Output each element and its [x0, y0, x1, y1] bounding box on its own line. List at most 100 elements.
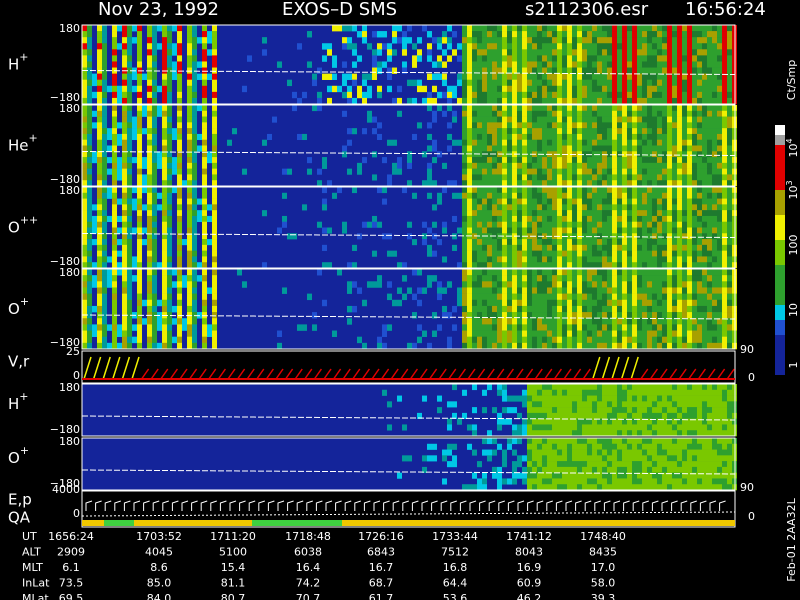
spectrogram-cell	[337, 25, 342, 32]
spectrogram-cell	[482, 25, 487, 32]
spectrogram-cell	[487, 269, 492, 276]
spectrogram-cell	[722, 256, 727, 263]
spectrogram-cell	[602, 67, 607, 74]
spectrogram-cell	[682, 336, 687, 344]
spectrogram-cell	[567, 269, 572, 276]
spectrogram-cell	[642, 105, 647, 112]
spectrogram-cell	[692, 305, 697, 313]
spectrogram-cell	[472, 472, 477, 479]
spectrogram-cell	[642, 215, 647, 223]
spectrogram-cell	[692, 91, 697, 99]
spectrogram-cell	[97, 25, 102, 32]
spectrogram-cell	[632, 250, 637, 257]
spectrogram-cell	[652, 262, 657, 269]
spectrogram-cell	[387, 180, 392, 187]
spectrogram-cell	[687, 180, 692, 187]
spectrogram-cell	[592, 293, 597, 301]
spectrogram-cell	[577, 330, 582, 337]
spectrogram-cell	[582, 227, 587, 234]
spectrogram-cell	[332, 55, 337, 62]
spectrogram-cell	[542, 55, 547, 62]
spectrogram-cell	[707, 168, 712, 175]
spectrogram-cell	[592, 79, 597, 87]
spectrogram-cell	[572, 37, 577, 44]
spectrogram-cell	[117, 157, 122, 164]
spectrogram-cell	[102, 79, 107, 87]
spectrogram-cell	[567, 73, 572, 80]
spectrogram-cell	[577, 312, 582, 319]
spectrogram-cell	[297, 97, 302, 105]
spectrogram-cell	[497, 293, 502, 301]
spectrogram-cell	[407, 180, 412, 187]
spectrogram-cell	[682, 418, 687, 425]
spectrogram-cell	[677, 116, 682, 123]
spectrogram-cell	[662, 151, 667, 158]
spectrogram-cell	[637, 395, 642, 402]
spectrogram-cell	[707, 287, 712, 294]
spectrogram-cell	[582, 110, 587, 117]
spectrogram-cell	[657, 293, 662, 301]
spectrogram-cell	[122, 145, 127, 152]
spectrogram-cell	[512, 330, 517, 337]
spectrogram-cell	[617, 424, 622, 431]
spectrogram-cell	[657, 73, 662, 80]
spectrogram-cell	[457, 299, 462, 307]
spectrogram-cell	[492, 67, 497, 74]
spectrogram-cell	[502, 281, 507, 288]
spectrogram-cell	[602, 407, 607, 414]
spectrogram-cell	[492, 239, 497, 246]
spectrogram-cell	[117, 139, 122, 146]
spectrogram-cell	[707, 389, 712, 396]
spectrogram-cell	[467, 25, 472, 32]
spectrogram-cell	[212, 122, 217, 129]
spectrogram-cell	[492, 198, 497, 205]
spectrogram-cell	[427, 227, 432, 234]
spectrogram-cell	[532, 116, 537, 123]
spectrogram-cell	[127, 305, 132, 313]
spectrogram-cell	[497, 116, 502, 123]
spectrogram-cell	[637, 133, 642, 141]
spectrogram-cell	[487, 91, 492, 99]
spectrogram-cell	[197, 215, 202, 223]
spectrogram-cell	[717, 305, 722, 313]
spectrogram-cell	[122, 262, 127, 269]
spectrogram-cell	[697, 67, 702, 74]
spectrogram-cell	[562, 384, 567, 391]
spectrogram-cell	[137, 110, 142, 117]
spectrogram-cell	[662, 312, 667, 319]
spectrogram-cell	[702, 330, 707, 337]
spectrogram-cell	[532, 250, 537, 257]
spectrogram-cell	[572, 221, 577, 228]
spectrogram-cell	[722, 250, 727, 257]
spectrogram-cell	[657, 55, 662, 62]
spectrogram-cell	[612, 73, 617, 80]
spectrogram-cell	[152, 192, 157, 199]
spectrogram-cell	[697, 187, 702, 194]
spectrogram-cell	[107, 342, 112, 350]
spectrogram-cell	[562, 97, 567, 105]
spectrogram-cell	[177, 204, 182, 211]
spectrogram-cell	[587, 336, 592, 344]
spectrogram-cell	[147, 198, 152, 205]
spectrogram-cell	[362, 342, 367, 350]
spectrogram-cell	[692, 97, 697, 105]
spectrogram-cell	[607, 227, 612, 234]
spectrogram-cell	[422, 287, 427, 294]
spectrogram-cell	[462, 105, 467, 112]
spectrogram-cell	[567, 187, 572, 194]
spectrogram-cell	[177, 233, 182, 240]
spectrogram-cell	[607, 31, 612, 38]
spectrogram-cell	[602, 215, 607, 223]
spectrogram-cell	[707, 281, 712, 288]
spectrogram-cell	[87, 198, 92, 205]
spectrogram-cell	[717, 73, 722, 80]
spectrogram-cell	[587, 275, 592, 282]
spectrogram-cell	[522, 281, 527, 288]
spectrogram-cell	[417, 37, 422, 44]
spectrogram-cell	[172, 157, 177, 164]
spectrogram-cell	[597, 342, 602, 350]
spectrogram-cell	[587, 187, 592, 194]
spectrogram-cell	[592, 342, 597, 350]
spectrogram-cell	[512, 407, 517, 414]
spectrogram-cell	[177, 85, 182, 93]
